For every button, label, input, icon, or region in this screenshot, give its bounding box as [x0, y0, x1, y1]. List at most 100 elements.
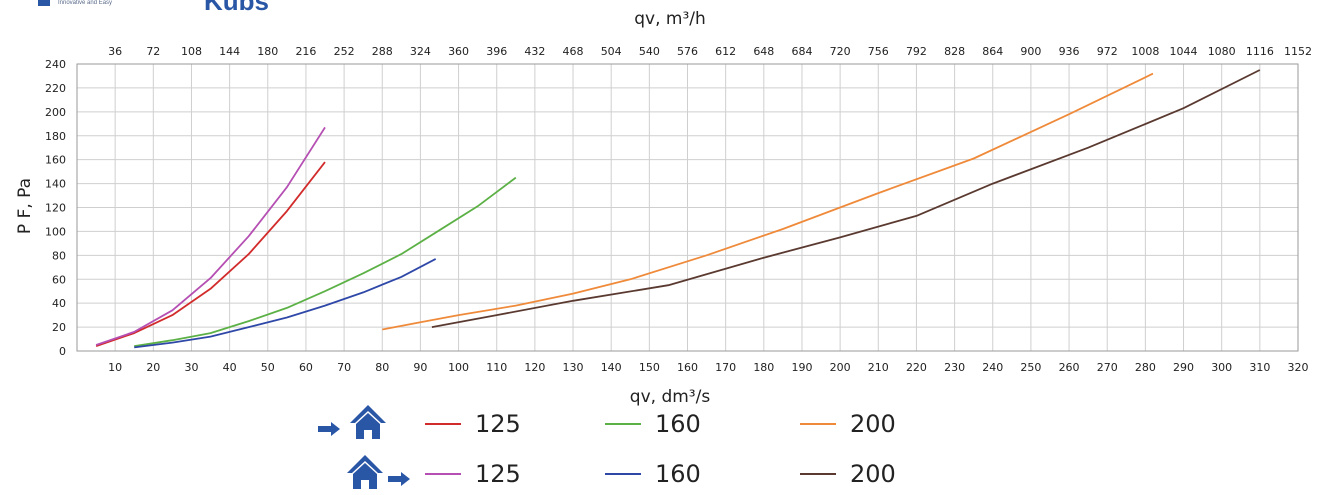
series-line-3: [382, 72, 1154, 331]
y-tick-label: 220: [45, 82, 66, 95]
y-tick-label: 60: [52, 273, 66, 286]
y-tick-label: 240: [45, 58, 66, 71]
legend-label-4: 125: [475, 460, 521, 488]
x-axis-ticks: 10 20 30 40 50 60 70 80 90 100 110 120 130 140 150 160 1…: [108, 361, 1308, 374]
x2-tick-label: 1044: [1170, 45, 1198, 58]
x2-tick-label: 108: [181, 45, 202, 58]
x2-tick-label: 936: [1059, 45, 1080, 58]
x-tick-label: 170: [715, 361, 736, 374]
x-tick-label: 120: [524, 361, 545, 374]
series-line-6: [431, 69, 1261, 328]
y-tick-label: 180: [45, 130, 66, 143]
x2-tick-label: 612: [715, 45, 736, 58]
x-tick-label: 250: [1020, 361, 1041, 374]
x2-tick-label: 288: [372, 45, 393, 58]
x2-tick-label: 432: [524, 45, 545, 58]
x2-tick-label: 72: [146, 45, 160, 58]
x-tick-label: 80: [375, 361, 389, 374]
y-tick-label: 40: [52, 297, 66, 310]
y-tick-label: 140: [45, 178, 66, 191]
series-line-5: [134, 258, 437, 349]
x-tick-label: 10: [108, 361, 122, 374]
x2-tick-label: 900: [1020, 45, 1041, 58]
x2-tick-label: 396: [486, 45, 507, 58]
x2-tick-label: 540: [639, 45, 660, 58]
x-tick-label: 140: [601, 361, 622, 374]
brand-logo-icon: [38, 0, 50, 6]
x-tick-label: 230: [944, 361, 965, 374]
x-tick-label: 90: [413, 361, 427, 374]
x-tick-label: 60: [299, 361, 313, 374]
x2-axis-title: qv, m³/h: [634, 9, 706, 29]
y-axis-ticks: 0 20 40 60 80 100 120 140 160 180 200 220 240: [45, 58, 66, 358]
y-tick-label: 160: [45, 154, 66, 167]
x-tick-label: 210: [868, 361, 889, 374]
y-tick-label: 120: [45, 202, 66, 215]
x-tick-label: 160: [677, 361, 698, 374]
brand-header: Innovative and Easy Kubs: [0, 0, 320, 16]
x2-tick-label: 216: [295, 45, 316, 58]
x2-tick-label: 684: [791, 45, 812, 58]
plot-border: [76, 63, 1299, 352]
x2-tick-label: 756: [868, 45, 889, 58]
y-axis-title: P F, Pa: [15, 178, 35, 234]
x2-tick-label: 324: [410, 45, 431, 58]
x2-tick-label: 36: [108, 45, 122, 58]
x-tick-label: 190: [791, 361, 812, 374]
x-tick-label: 310: [1249, 361, 1270, 374]
arrow-head: [331, 422, 340, 436]
y-tick-label: 200: [45, 106, 66, 119]
extract-icon: [347, 455, 410, 489]
x-tick-label: 200: [830, 361, 851, 374]
x2-tick-label: 828: [944, 45, 965, 58]
house-roof: [347, 455, 383, 473]
x-axis-title: qv, dm³/s: [630, 387, 711, 407]
x2-tick-label: 360: [448, 45, 469, 58]
x2-tick-label: 504: [601, 45, 622, 58]
series-line-1: [95, 161, 326, 348]
y-tick-label: 20: [52, 321, 66, 334]
brand-wordmark: Kubs: [204, 0, 269, 16]
x2-axis-ticks: 36 72 108 144 180 216 252 288 324 360 396 432 468 504…: [108, 45, 1312, 58]
x2-tick-label: 1152: [1284, 45, 1312, 58]
plot-frame: [76, 63, 1299, 352]
x-tick-label: 290: [1173, 361, 1194, 374]
arrow-shaft: [388, 476, 402, 482]
x-tick-label: 110: [486, 361, 507, 374]
y-tick-label: 100: [45, 225, 66, 238]
x2-tick-label: 252: [334, 45, 355, 58]
x-tick-label: 180: [753, 361, 774, 374]
x2-tick-label: 972: [1097, 45, 1118, 58]
x2-tick-label: 180: [257, 45, 278, 58]
legend-label-2: 160: [655, 410, 701, 438]
x-tick-label: 150: [639, 361, 660, 374]
x2-tick-label: 864: [982, 45, 1003, 58]
chart-grid: [77, 63, 1299, 352]
x2-tick-label: 720: [830, 45, 851, 58]
legend-label-1: 125: [475, 410, 521, 438]
legend: 125 160 200 125 160 200: [318, 405, 896, 489]
x-tick-label: 270: [1097, 361, 1118, 374]
legend-label-3: 200: [850, 410, 896, 438]
x2-tick-label: 1116: [1246, 45, 1274, 58]
y-tick-label: 0: [59, 345, 66, 358]
x-tick-label: 260: [1059, 361, 1080, 374]
x-tick-label: 30: [184, 361, 198, 374]
x-tick-label: 50: [261, 361, 275, 374]
arrow-head: [401, 472, 410, 486]
y-tick-label: 80: [52, 249, 66, 262]
series-line-2: [134, 176, 517, 348]
x-tick-label: 280: [1135, 361, 1156, 374]
x2-tick-label: 1080: [1208, 45, 1236, 58]
legend-label-6: 200: [850, 460, 896, 488]
x2-tick-label: 648: [753, 45, 774, 58]
x2-tick-label: 468: [563, 45, 584, 58]
x-tick-label: 300: [1211, 361, 1232, 374]
x-tick-label: 240: [982, 361, 1003, 374]
series-line-4: [95, 126, 326, 346]
x-tick-label: 320: [1288, 361, 1309, 374]
series-lines: [95, 69, 1261, 349]
x-tick-label: 220: [906, 361, 927, 374]
x2-tick-label: 144: [219, 45, 240, 58]
